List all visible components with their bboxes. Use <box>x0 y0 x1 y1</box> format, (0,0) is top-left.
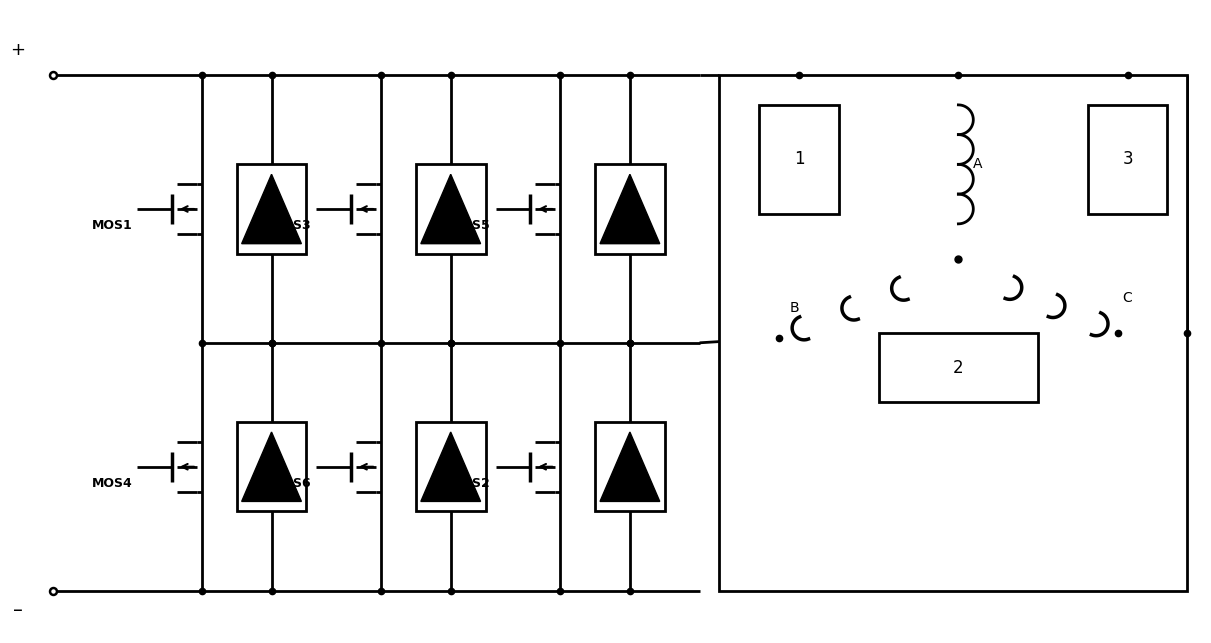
Bar <box>236 422 306 511</box>
Text: 3: 3 <box>1123 150 1133 168</box>
Text: MOS5: MOS5 <box>449 219 490 232</box>
Polygon shape <box>242 432 302 502</box>
Text: MOS6: MOS6 <box>271 476 311 490</box>
Bar <box>415 165 486 253</box>
Bar <box>595 422 665 511</box>
Text: –: – <box>13 601 23 620</box>
Text: 1: 1 <box>793 150 804 168</box>
Bar <box>759 105 839 214</box>
Text: A: A <box>974 158 983 172</box>
Polygon shape <box>599 174 660 244</box>
Bar <box>415 422 486 511</box>
Polygon shape <box>421 432 481 502</box>
Text: +: + <box>10 41 25 59</box>
Polygon shape <box>421 174 481 244</box>
Text: MOS2: MOS2 <box>449 476 490 490</box>
Text: B: B <box>790 301 799 315</box>
Polygon shape <box>599 432 660 502</box>
Bar <box>595 165 665 253</box>
Bar <box>879 333 1038 403</box>
Text: C: C <box>1123 291 1132 305</box>
Bar <box>1087 105 1167 214</box>
Text: MOS4: MOS4 <box>92 476 132 490</box>
Text: MOS3: MOS3 <box>271 219 311 232</box>
Polygon shape <box>242 174 302 244</box>
Bar <box>236 165 306 253</box>
Text: MOS1: MOS1 <box>92 219 132 232</box>
Text: 2: 2 <box>953 359 964 377</box>
Bar <box>719 75 1187 591</box>
